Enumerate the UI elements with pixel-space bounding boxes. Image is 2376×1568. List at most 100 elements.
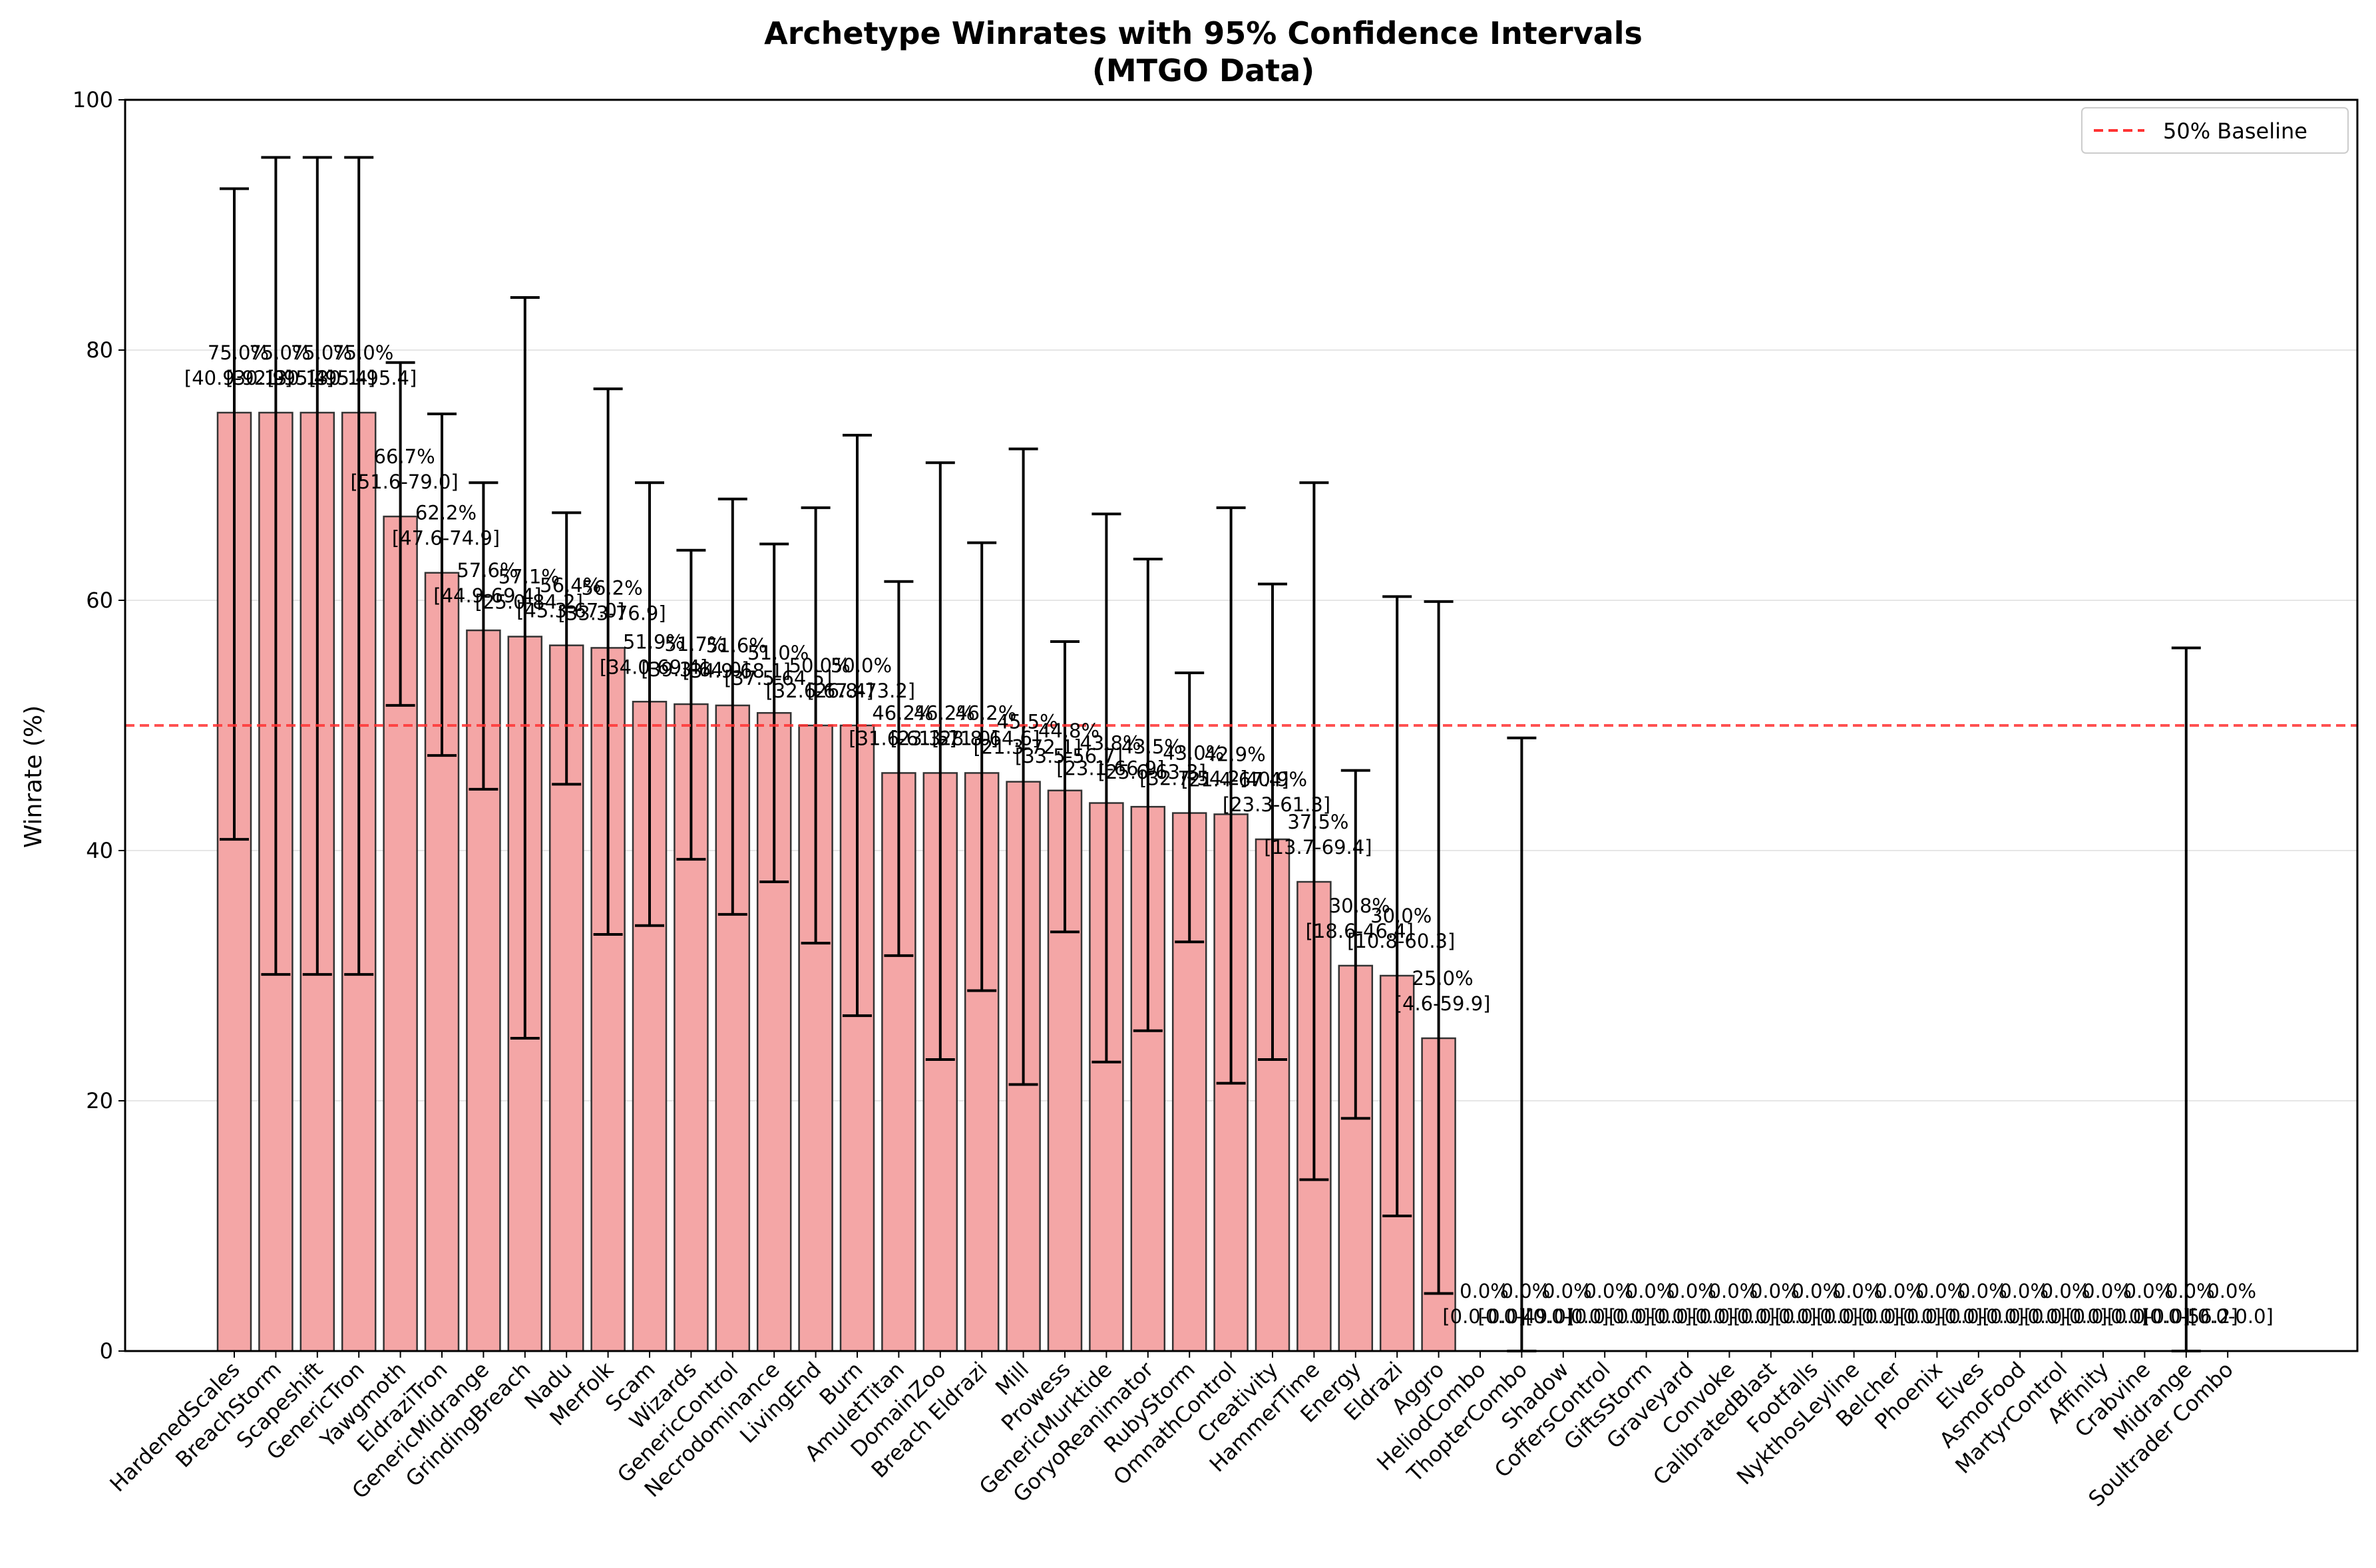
ci-label: [0.0-0.0] (1567, 1305, 1651, 1328)
ci-label: [28.8-64.6] (932, 727, 1040, 749)
ci-label: [30.1-95.4] (268, 367, 375, 389)
value-label: 0.0% (1584, 1280, 1633, 1302)
value-label: 0.0% (1460, 1280, 1509, 1302)
ci-label: [30.1-95.4] (226, 367, 333, 389)
ci-label: [34.0-69.4] (600, 656, 707, 678)
ci-label: [0.0-0.0] (1692, 1305, 1775, 1328)
ci-label: [0.0-0.0] (1941, 1305, 2024, 1328)
ci-label: [30.1-95.4] (309, 367, 417, 389)
ci-label: [0.0-0.0] (1525, 1305, 1609, 1328)
ci-label: [4.6-59.9] (1395, 992, 1491, 1015)
ci-label: [0.0-0.0] (1816, 1305, 1899, 1328)
ci-label: [32.6-67.4] (765, 680, 873, 702)
legend-baseline-label: 50% Baseline (2163, 118, 2307, 144)
value-label: 75.0% (208, 341, 269, 364)
bar (466, 629, 501, 1352)
value-label: 0.0% (1750, 1280, 1800, 1302)
value-label: 30.0% (1370, 904, 1432, 927)
value-label: 0.0% (2124, 1280, 2174, 1302)
value-label: 0.0% (1917, 1280, 1966, 1302)
value-label: 75.0% (291, 341, 352, 364)
y-tick-label: 80 (86, 337, 113, 363)
value-label: 25.0% (1412, 967, 1474, 990)
value-label: 56.2% (582, 576, 643, 599)
value-label: 42.9% (1205, 743, 1266, 765)
ci-label: [0.0-0.0] (2065, 1305, 2148, 1328)
ci-label: [40.9-92.9] (184, 367, 292, 389)
y-tick-label: 40 (86, 838, 113, 863)
value-label: 57.6% (457, 559, 518, 582)
ci-label: [23.3-61.3] (1223, 793, 1330, 816)
value-label: 51.6% (706, 634, 767, 657)
value-label: 0.0% (1626, 1280, 1675, 1302)
ci-label: [31.6-61.5] (849, 727, 956, 749)
value-label: 56.4% (540, 574, 601, 597)
y-tick-label: 0 (100, 1338, 113, 1364)
ci-label: [0.0-56.2] (2142, 1305, 2238, 1328)
value-label: 43.0% (1163, 742, 1224, 765)
error-bars (220, 156, 2201, 1352)
ci-label: [47.6-74.9] (392, 527, 500, 550)
ci-label: [10.8-60.3] (1347, 930, 1455, 952)
value-label: 51.7% (664, 633, 725, 656)
ci-label: [0.0-0.0] (1650, 1305, 1733, 1328)
legend-box (2081, 107, 2349, 154)
value-label: 46.2% (872, 701, 933, 724)
value-labels: 75.0% [40.9-92.9] 75.0% [30.1-95.4] 75.0% [30… (184, 341, 2274, 1328)
ci-label: [18.6-46.4] (1306, 920, 1414, 942)
y-tick-label: 60 (86, 588, 113, 613)
ci-label: [23.1-66.9] (1056, 757, 1164, 780)
ci-label: [45.3-67.0] (516, 600, 624, 622)
y-tick-label: 100 (73, 87, 113, 112)
ci-label: [0.0-0.0] (1733, 1305, 1816, 1328)
ci-label: [25.6-63.3] (1098, 761, 1206, 783)
value-label: 45.5% (997, 711, 1058, 733)
value-label: 75.0% (332, 341, 393, 364)
value-label: 66.7% (374, 445, 435, 468)
value-label: 62.2% (415, 502, 477, 524)
value-label: 43.8% (1080, 732, 1141, 755)
ci-label: [37.5-64.5] (724, 667, 832, 689)
value-label: 0.0% (1958, 1280, 2007, 1302)
ci-label: [33.5-56.7] (1015, 745, 1123, 767)
value-label: 0.0% (1792, 1280, 1841, 1302)
value-label: 0.0% (1543, 1280, 1592, 1302)
value-label: 46.2% (955, 701, 1016, 724)
chart-subtitle: (MTGO Data) (1092, 53, 1314, 89)
ci-label: [44.9-69.4] (433, 584, 541, 607)
ci-label: [0.0-0.0] (2107, 1305, 2190, 1328)
ci-label: [0.0-0.0] (1899, 1305, 1983, 1328)
plot-frame (124, 98, 2359, 1352)
legend: 50% Baseline (2081, 107, 2349, 154)
ci-label: [0.0-49.0] (1478, 1305, 1574, 1328)
y-axis-ticks: 0 20 40 60 80 100 (73, 87, 125, 1364)
ci-label: [25.0-84.2] (475, 591, 583, 614)
value-label: 51.9% (623, 630, 684, 653)
value-label: 0.0% (1875, 1280, 1924, 1302)
value-label: 0.0% (2082, 1280, 2132, 1302)
chart-title: Archetype Winrates with 95% Confidence I… (764, 15, 1643, 51)
ci-label: [32.7-54.2] (1139, 767, 1247, 790)
value-label: 0.0% (1667, 1280, 1716, 1302)
ci-label: [0.0-0.0] (1609, 1305, 1692, 1328)
value-label: 37.5% (1287, 811, 1348, 833)
value-label: 43.5% (1121, 735, 1183, 758)
value-label: 0.0% (1834, 1280, 1883, 1302)
value-label: 57.1% (498, 566, 560, 588)
value-label: 50.0% (789, 654, 851, 677)
ci-label: [26.8-73.2] (807, 680, 915, 702)
value-label: 0.0% (2166, 1280, 2215, 1302)
ci-label: [51.6-79.0] (350, 471, 458, 493)
ci-label: [21.3-72.1] (973, 736, 1081, 759)
value-label: 0.0% (1501, 1280, 1551, 1302)
value-label: 75.0% (249, 341, 310, 364)
ci-label: [0.0-0.0] (1858, 1305, 1941, 1328)
ci-label: [0.0-0.0] (1775, 1305, 1858, 1328)
value-label: 44.8% (1038, 719, 1099, 742)
ci-label: [34.9-68.1] (683, 660, 791, 682)
value-label: 50.0% (831, 654, 892, 677)
ci-label: [21.4-67.4] (1181, 768, 1288, 791)
y-tick-label: 20 (86, 1088, 113, 1113)
